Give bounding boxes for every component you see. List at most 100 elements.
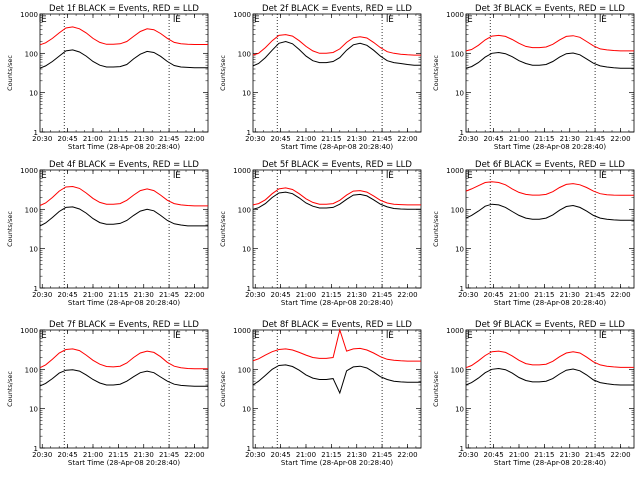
x-tick-label: 21:30 bbox=[347, 451, 367, 459]
series-line-lld bbox=[39, 185, 208, 207]
y-axis-label: Counts/sec bbox=[219, 55, 227, 91]
panel-title: Det 6f BLACK = Events, RED = LLD bbox=[475, 160, 625, 170]
x-tick-label: 21:30 bbox=[560, 451, 580, 459]
y-tick-label: 100 bbox=[451, 50, 464, 58]
plot-frame bbox=[465, 169, 635, 289]
event-marker-letter: E bbox=[41, 15, 47, 25]
x-tick-label: 20:30 bbox=[458, 291, 478, 299]
event-marker-letter: E bbox=[601, 171, 607, 181]
x-tick-label: 22:00 bbox=[184, 135, 204, 143]
series-line-events bbox=[39, 369, 208, 387]
x-axis-label: Start Time (28-Apr-08 20:28:40) bbox=[494, 143, 606, 151]
panel-title: Det 1f BLACK = Events, RED = LLD bbox=[49, 4, 199, 14]
x-tick-label: 20:45 bbox=[271, 291, 291, 299]
series-line-lld bbox=[252, 34, 421, 56]
event-marker-letter: E bbox=[175, 331, 181, 341]
x-tick-label: 20:45 bbox=[58, 451, 78, 459]
plot-frame bbox=[39, 13, 209, 133]
plot-frame bbox=[465, 13, 635, 133]
event-marker-letter: E bbox=[41, 331, 47, 341]
panel-5: Det 5f BLACK = Events, RED = LLD 1 10 100 10… bbox=[219, 160, 422, 307]
y-tick-label: 1 bbox=[34, 285, 38, 293]
panel-title: Det 2f BLACK = Events, RED = LLD bbox=[262, 4, 412, 14]
x-axis-label: Start Time (28-Apr-08 20:28:40) bbox=[68, 299, 180, 307]
series-line-lld bbox=[252, 187, 421, 206]
series-line-events bbox=[252, 191, 421, 210]
y-tick-label: 10 bbox=[29, 246, 38, 254]
x-tick-label: 21:30 bbox=[347, 135, 367, 143]
event-marker-letter: E bbox=[388, 15, 394, 25]
plot-frame bbox=[465, 329, 635, 449]
panel-1: Det 1f BLACK = Events, RED = LLD 1 10 100 10… bbox=[6, 4, 209, 151]
series-line-events bbox=[39, 206, 208, 227]
y-tick-label: 100 bbox=[451, 366, 464, 374]
x-tick-label: 21:30 bbox=[560, 291, 580, 299]
x-tick-label: 20:30 bbox=[245, 291, 265, 299]
y-axis-label: Counts/sec bbox=[219, 211, 227, 247]
x-tick-label: 22:00 bbox=[610, 291, 630, 299]
event-marker-letter: E bbox=[467, 15, 473, 25]
x-tick-label: 20:30 bbox=[458, 451, 478, 459]
panel-8: Det 8f BLACK = Events, RED = LLD 1 10 100 10… bbox=[219, 320, 422, 467]
x-tick-label: 21:30 bbox=[347, 291, 367, 299]
y-tick-label: 1 bbox=[460, 129, 464, 137]
plot-frame bbox=[252, 329, 422, 449]
x-tick-label: 22:00 bbox=[397, 291, 417, 299]
y-tick-label: 1 bbox=[34, 129, 38, 137]
x-tick-label: 21:00 bbox=[509, 291, 529, 299]
x-tick-label: 22:00 bbox=[184, 291, 204, 299]
y-tick-label: 1 bbox=[460, 285, 464, 293]
series-line-events bbox=[465, 203, 634, 221]
x-axis-label: Start Time (28-Apr-08 20:28:40) bbox=[68, 459, 180, 467]
series-line-lld bbox=[39, 348, 208, 370]
panel-title: Det 5f BLACK = Events, RED = LLD bbox=[262, 160, 412, 170]
x-tick-label: 21:45 bbox=[585, 135, 605, 143]
y-tick-label: 1000 bbox=[233, 11, 251, 19]
x-tick-label: 21:15 bbox=[534, 135, 554, 143]
x-tick-label: 21:15 bbox=[108, 291, 128, 299]
x-tick-label: 21:30 bbox=[134, 135, 154, 143]
y-tick-label: 1 bbox=[460, 445, 464, 453]
x-tick-label: 21:00 bbox=[509, 135, 529, 143]
x-tick-label: 21:00 bbox=[83, 291, 103, 299]
y-axis-label: Counts/sec bbox=[432, 55, 440, 91]
x-axis-label: Start Time (28-Apr-08 20:28:40) bbox=[68, 143, 180, 151]
x-tick-label: 20:30 bbox=[245, 135, 265, 143]
x-tick-label: 21:45 bbox=[159, 451, 179, 459]
x-tick-label: 20:30 bbox=[32, 451, 52, 459]
x-tick-label: 21:45 bbox=[585, 451, 605, 459]
series-line-events bbox=[252, 40, 421, 67]
panel-title: Det 4f BLACK = Events, RED = LLD bbox=[49, 160, 199, 170]
event-marker-letter: E bbox=[388, 171, 394, 181]
x-tick-label: 21:45 bbox=[372, 291, 392, 299]
y-tick-label: 100 bbox=[238, 206, 251, 214]
y-tick-label: 100 bbox=[25, 366, 38, 374]
y-axis-label: Counts/sec bbox=[432, 371, 440, 407]
x-tick-label: 22:00 bbox=[610, 135, 630, 143]
y-tick-label: 100 bbox=[451, 206, 464, 214]
x-tick-label: 20:30 bbox=[32, 135, 52, 143]
series-line-events bbox=[252, 364, 421, 395]
y-tick-label: 1000 bbox=[20, 327, 38, 335]
y-tick-label: 1000 bbox=[446, 167, 464, 175]
x-tick-label: 21:15 bbox=[321, 135, 341, 143]
event-marker-letter: E bbox=[254, 331, 260, 341]
y-tick-label: 1000 bbox=[20, 167, 38, 175]
x-tick-label: 21:30 bbox=[134, 291, 154, 299]
x-tick-label: 20:45 bbox=[271, 135, 291, 143]
panel-title: Det 8f BLACK = Events, RED = LLD bbox=[262, 320, 412, 330]
y-tick-label: 10 bbox=[455, 406, 464, 414]
panel-3: Det 3f BLACK = Events, RED = LLD 1 10 100 10… bbox=[432, 4, 635, 151]
y-tick-label: 10 bbox=[242, 246, 251, 254]
series-line-lld bbox=[39, 26, 208, 46]
x-tick-label: 21:45 bbox=[585, 291, 605, 299]
x-tick-label: 21:15 bbox=[321, 291, 341, 299]
panel-4: Det 4f BLACK = Events, RED = LLD 1 10 100 10… bbox=[6, 160, 209, 307]
panel-6: Det 6f BLACK = Events, RED = LLD 1 10 100 10… bbox=[432, 160, 635, 307]
event-marker-letter: E bbox=[601, 15, 607, 25]
x-tick-label: 20:45 bbox=[484, 451, 504, 459]
panel-title: Det 7f BLACK = Events, RED = LLD bbox=[49, 320, 199, 330]
y-tick-label: 10 bbox=[242, 90, 251, 98]
series-line-events bbox=[465, 51, 634, 69]
